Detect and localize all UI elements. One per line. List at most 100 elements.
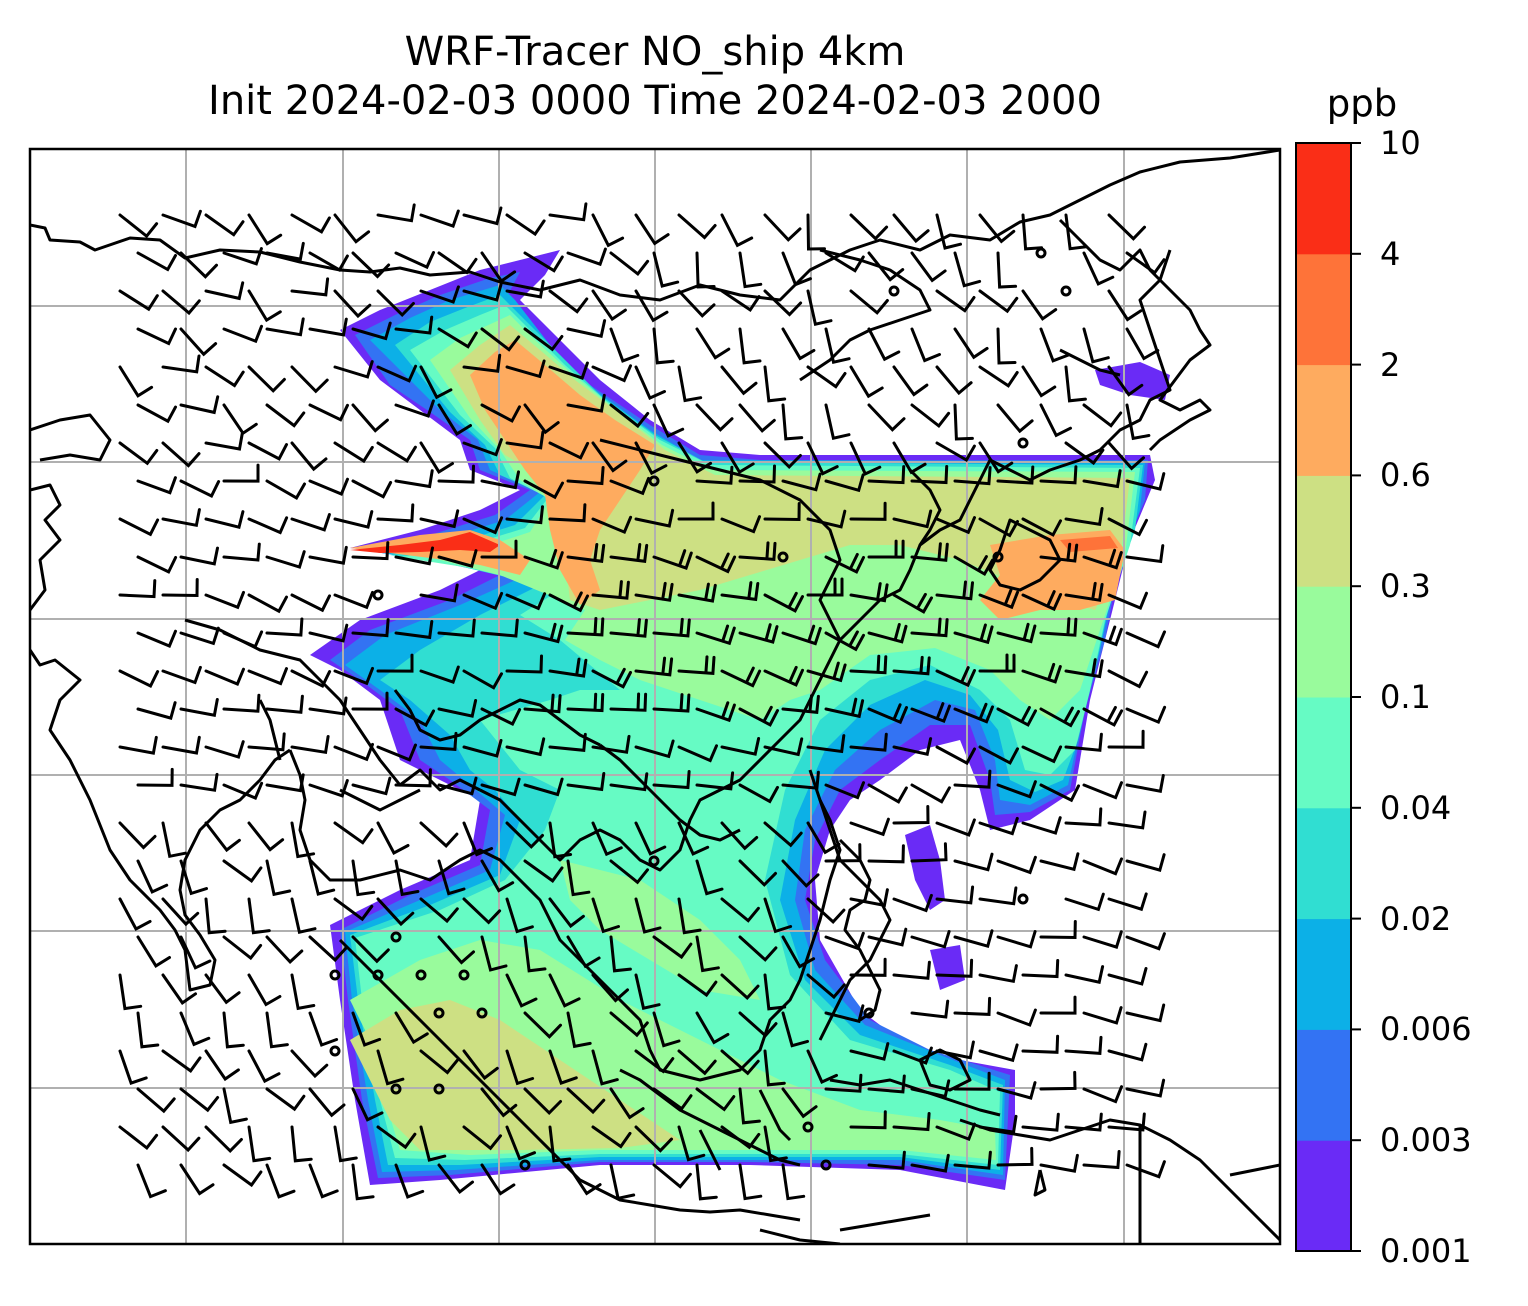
wind-barb bbox=[996, 780, 1037, 799]
wind-barb bbox=[996, 1146, 1034, 1167]
wind-barb bbox=[548, 821, 573, 859]
wind-barb bbox=[609, 1163, 636, 1201]
wind-barb bbox=[1107, 289, 1143, 322]
wind-barb bbox=[376, 203, 416, 223]
wind-barb bbox=[548, 591, 589, 613]
wind-barb bbox=[523, 548, 564, 570]
wind-barb bbox=[695, 1163, 718, 1201]
wind-barb bbox=[222, 1011, 245, 1049]
wind-barb bbox=[806, 289, 833, 326]
wind-barb bbox=[935, 1040, 975, 1060]
wind-barb bbox=[1021, 365, 1057, 398]
wind-barb bbox=[935, 818, 976, 837]
wind-barb bbox=[566, 319, 607, 338]
wind-barb bbox=[720, 581, 760, 602]
wind-barb bbox=[953, 852, 994, 872]
wind-barb bbox=[161, 897, 200, 927]
wind-barb bbox=[179, 772, 219, 792]
wind-barb bbox=[462, 1049, 499, 1081]
colorbar-tick-label: 0.04 bbox=[1380, 788, 1452, 827]
wind-barb bbox=[806, 441, 839, 476]
wind-barb bbox=[265, 317, 305, 337]
wind-barb bbox=[1064, 892, 1105, 912]
wind-barb bbox=[247, 593, 288, 614]
wind-barb bbox=[806, 577, 844, 597]
wind-barb bbox=[308, 696, 348, 716]
title-line-1: WRF-Tracer NO_ship 4km bbox=[404, 29, 906, 75]
coastlines bbox=[30, 149, 1280, 1244]
wind-barb bbox=[523, 935, 547, 973]
wind-barb bbox=[136, 935, 171, 968]
wind-barb bbox=[720, 441, 755, 475]
wind-barb bbox=[247, 213, 283, 246]
wind-barb bbox=[910, 327, 941, 363]
wind-barb bbox=[1064, 581, 1104, 602]
wind-barb bbox=[806, 509, 847, 529]
wind-barb bbox=[437, 699, 478, 718]
calm-wind-marker bbox=[390, 1083, 402, 1095]
wind-barb bbox=[161, 289, 201, 316]
wind-barb bbox=[695, 465, 734, 485]
calm-wind-marker bbox=[648, 855, 660, 867]
wind-barb bbox=[634, 365, 666, 400]
wind-barb bbox=[609, 772, 649, 792]
wind-barb bbox=[462, 283, 503, 302]
wind-barb bbox=[978, 745, 1019, 765]
wind-barb bbox=[136, 327, 177, 346]
wind-barb bbox=[781, 327, 816, 361]
wind-barb bbox=[591, 897, 620, 934]
wind-barb bbox=[505, 821, 544, 849]
wind-barb bbox=[824, 931, 865, 951]
wind-barb bbox=[892, 1112, 931, 1132]
wind-barb bbox=[204, 1125, 243, 1154]
wind-barb bbox=[523, 622, 564, 644]
wind-barb bbox=[1064, 365, 1087, 403]
wind-barb bbox=[763, 1125, 788, 1163]
wind-barb bbox=[652, 251, 680, 288]
calm-wind-marker bbox=[1060, 285, 1072, 297]
wind-barb bbox=[695, 701, 736, 723]
wind-barb bbox=[824, 473, 865, 493]
wind-barb bbox=[806, 821, 841, 855]
wind-barb bbox=[523, 327, 564, 352]
wind-barb bbox=[978, 517, 1019, 538]
wind-barb bbox=[849, 732, 888, 752]
wind-barb bbox=[1125, 705, 1167, 725]
wind-barb bbox=[548, 289, 589, 314]
wind-barb bbox=[265, 859, 292, 897]
wind-barb bbox=[652, 693, 691, 713]
wind-barb bbox=[333, 590, 374, 610]
wind-barb bbox=[437, 251, 478, 275]
wind-barb bbox=[548, 1049, 578, 1086]
wind-barb bbox=[824, 781, 865, 800]
wind-barb bbox=[505, 973, 538, 1008]
wind-barb bbox=[953, 555, 994, 577]
wind-barb bbox=[333, 1125, 358, 1163]
wind-barb bbox=[763, 897, 793, 934]
wind-barb bbox=[480, 403, 521, 423]
wind-barb bbox=[677, 501, 715, 521]
wind-barb bbox=[849, 289, 889, 315]
wind-barb bbox=[179, 859, 208, 896]
colorbar-tick-label: 0.001 bbox=[1380, 1232, 1472, 1270]
wind-barb bbox=[333, 666, 374, 686]
wind-barb bbox=[849, 654, 888, 675]
wind-barb bbox=[652, 770, 691, 790]
wind-barb bbox=[161, 354, 201, 374]
wind-barb bbox=[910, 783, 951, 804]
wind-barb bbox=[695, 403, 734, 432]
wind-barb bbox=[247, 1125, 272, 1163]
wind-barb bbox=[566, 543, 606, 563]
wind-barb bbox=[781, 251, 812, 287]
wind-barb bbox=[265, 1011, 289, 1049]
wind-barb bbox=[394, 315, 434, 335]
wind-barb bbox=[1021, 745, 1063, 764]
wind-barb bbox=[179, 626, 220, 646]
wind-barb bbox=[437, 935, 475, 965]
wind-barb bbox=[308, 935, 348, 963]
wind-barb bbox=[204, 821, 241, 853]
wind-barb bbox=[437, 859, 466, 896]
wind-barb bbox=[394, 1011, 429, 1045]
wind-barb bbox=[480, 251, 517, 284]
calm-wind-marker bbox=[390, 931, 402, 943]
